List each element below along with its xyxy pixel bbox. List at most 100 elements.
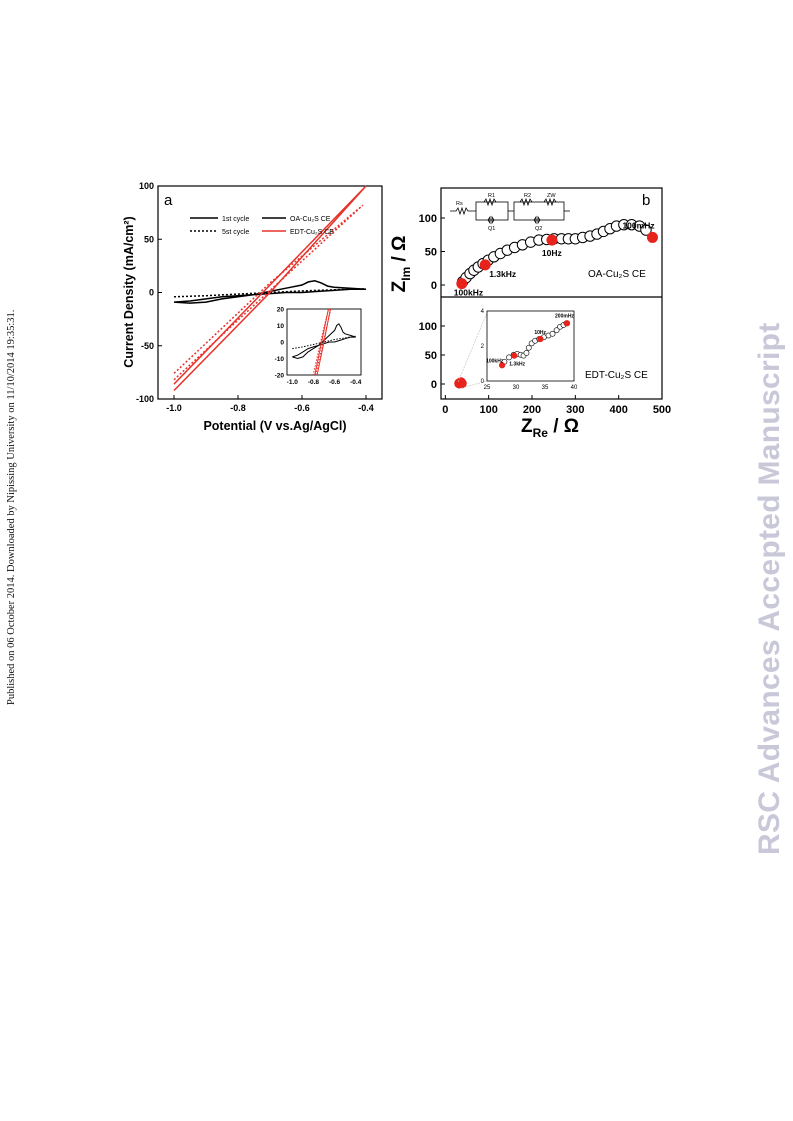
panel-b-inset-xtick: 30 <box>513 385 520 391</box>
circuit-label-q2: Q2 <box>535 226 542 232</box>
panel-b-top-ytick-label: 50 <box>425 247 437 259</box>
panel-b-inset-ytick: 2 <box>481 344 485 350</box>
panel-a-xlabel: Potential (V vs.Ag/AgCl) <box>203 419 346 433</box>
panel-a-inset-ticks: -1.0 -0.8 -0.6 -0.4 20 10 0 -10 -20 <box>275 307 362 387</box>
edt-inset-frequency-label: 1.3kHz <box>509 362 525 368</box>
legend-cycle-1: 1st cycle <box>222 216 249 223</box>
oa-eis-labeled-point <box>546 234 558 246</box>
panel-b-xtick-label: 400 <box>609 404 627 416</box>
panel-a-inset-xtick: -0.8 <box>308 379 320 386</box>
panel-a-ytick-label: -100 <box>136 394 154 404</box>
panel-b-inset-ytick: 0 <box>481 379 485 385</box>
panel-a-inset: -1.0 -0.8 -0.6 -0.4 20 10 0 -10 -20 <box>275 307 362 387</box>
edt-inset-frequency-label: 200mHz <box>555 313 574 319</box>
oa-eis-point <box>640 224 652 236</box>
circuit-label-r1: R1 <box>488 193 495 199</box>
panel-b-bottom-ytick-label: 0 <box>431 379 437 391</box>
panel-a-inset-xtick: -1.0 <box>287 379 299 386</box>
panel-b-ylabel: ZIm / Ω <box>389 236 413 293</box>
circuit-zw <box>543 197 557 207</box>
panel-a-inset-series <box>292 309 356 375</box>
panel-a-series-2 <box>173 185 367 392</box>
edt-inset-point <box>523 350 530 356</box>
panel-a-inset-ytick: 0 <box>280 340 284 347</box>
panel-a-xtick-label: -1.0 <box>166 403 182 413</box>
panel-a-series <box>173 185 367 392</box>
panel-b-inset: 100kHz 1.3kHz 10Hz 200mHz 25 30 35 40 0 2 4 <box>481 309 578 391</box>
panel-a-inset-ytick: 10 <box>277 323 285 330</box>
panel-a-legend: 1st cycle 5st cycle OA-Cu₂S CE EDT-Cu₂S … <box>190 216 334 236</box>
panel-a-inset-ytick: -10 <box>275 356 285 363</box>
oa-eis-labeled-point <box>646 231 658 243</box>
panel-a-inset-ytick: -20 <box>275 373 285 380</box>
zoom-line-top <box>457 312 488 383</box>
edt-inset-point <box>549 330 556 337</box>
circuit-r2 <box>519 197 533 207</box>
oa-frequency-label: 1.3kHz <box>489 269 516 279</box>
oa-frequency-label: 100kHz <box>454 288 483 298</box>
panel-b-inset-xtick: 40 <box>571 385 578 391</box>
edt-inset-point <box>506 354 512 361</box>
panel-b-bottom-ytick-label: 100 <box>419 321 437 333</box>
panel-b-top-ytick-label: 100 <box>419 213 437 225</box>
panel-b-xtick-label: 200 <box>523 404 541 416</box>
zoom-line-bottom <box>457 380 488 390</box>
panel-b-bottom-label: EDT-Cu₂S CE <box>585 370 648 381</box>
panel-a-inset-series-0 <box>292 323 356 360</box>
edt-inset-labeled-point <box>511 352 518 359</box>
panel-b-top-label: OA-Cu₂S CE <box>588 269 646 280</box>
circuit-label-rs: Rs <box>456 201 463 207</box>
edt-inset-frequency-label: 10Hz <box>534 330 546 336</box>
panel-a-inset-xtick: -0.6 <box>329 379 341 386</box>
legend-edt-label: EDT-Cu₂S CE <box>290 229 334 236</box>
panel-a-series-3 <box>173 204 364 381</box>
panel-b-xlabel: ZRe / Ω <box>521 416 579 440</box>
panel-a-xtick-label: -0.4 <box>358 403 374 413</box>
circuit-r1 <box>483 197 497 207</box>
panel-b-xtick-label: 500 <box>653 404 671 416</box>
panel-a-ylabel: Current Density (mA/cm²) <box>122 216 136 367</box>
panel-b-inset-series: 100kHz 1.3kHz 10Hz 200mHz <box>486 313 574 369</box>
panel-b-inset-ytick: 4 <box>481 309 485 315</box>
panel-b-letter: b <box>642 192 650 209</box>
oa-frequency-label: 100mHz <box>622 220 654 230</box>
panel-b-xtick-label: 100 <box>479 404 497 416</box>
edt-inset-labeled-point <box>563 320 571 327</box>
legend-cycle-5: 5st cycle <box>222 229 249 236</box>
panel-a-series-0 <box>173 280 367 304</box>
panel-b-xtick-label: 0 <box>442 404 448 416</box>
oa-eis-labeled-point <box>456 278 468 290</box>
panel-a-inset-ytick: 20 <box>277 307 285 314</box>
panel-b-bottom-ytick-label: 50 <box>425 350 437 362</box>
panel-a-ytick-label: 100 <box>139 181 154 191</box>
legend-oa-label: OA-Cu₂S CE <box>290 216 331 223</box>
panel-a-ytick-label: -50 <box>141 341 154 351</box>
panel-a-xtick-label: -0.6 <box>294 403 310 413</box>
panel-b-inset-xtick: 25 <box>484 385 491 391</box>
panel-a-inset-xtick: -0.4 <box>350 379 362 386</box>
edt-inset-labeled-point <box>537 335 544 343</box>
edt-inset-point <box>553 327 560 334</box>
circuit-q2 <box>533 215 541 225</box>
panel-b-top-ytick-label: 0 <box>431 280 437 292</box>
circuit-rs <box>450 206 476 216</box>
oa-eis-labeled-point <box>479 259 491 271</box>
panel-a-ytick-label: 50 <box>144 234 154 244</box>
panel-a-ytick-label: 0 <box>149 288 154 298</box>
circuit-labels: Rs R1 Q1 R2 ZW Q2 <box>456 193 556 232</box>
circuit-label-zw: ZW <box>547 193 556 199</box>
oa-frequency-label: 10Hz <box>542 248 562 258</box>
edt-inset-frequency-label: 100kHz <box>486 358 504 364</box>
circuit-q1 <box>487 215 495 225</box>
circuit-label-q1: Q1 <box>488 226 495 232</box>
circuit-label-r2: R2 <box>524 193 531 199</box>
edt-inset-point <box>525 344 532 351</box>
panel-a-xtick-label: -0.8 <box>230 403 246 413</box>
panel-b-inset-ticks: 25 30 35 40 0 2 4 <box>481 309 578 391</box>
panel-b-xtick-label: 300 <box>566 404 584 416</box>
